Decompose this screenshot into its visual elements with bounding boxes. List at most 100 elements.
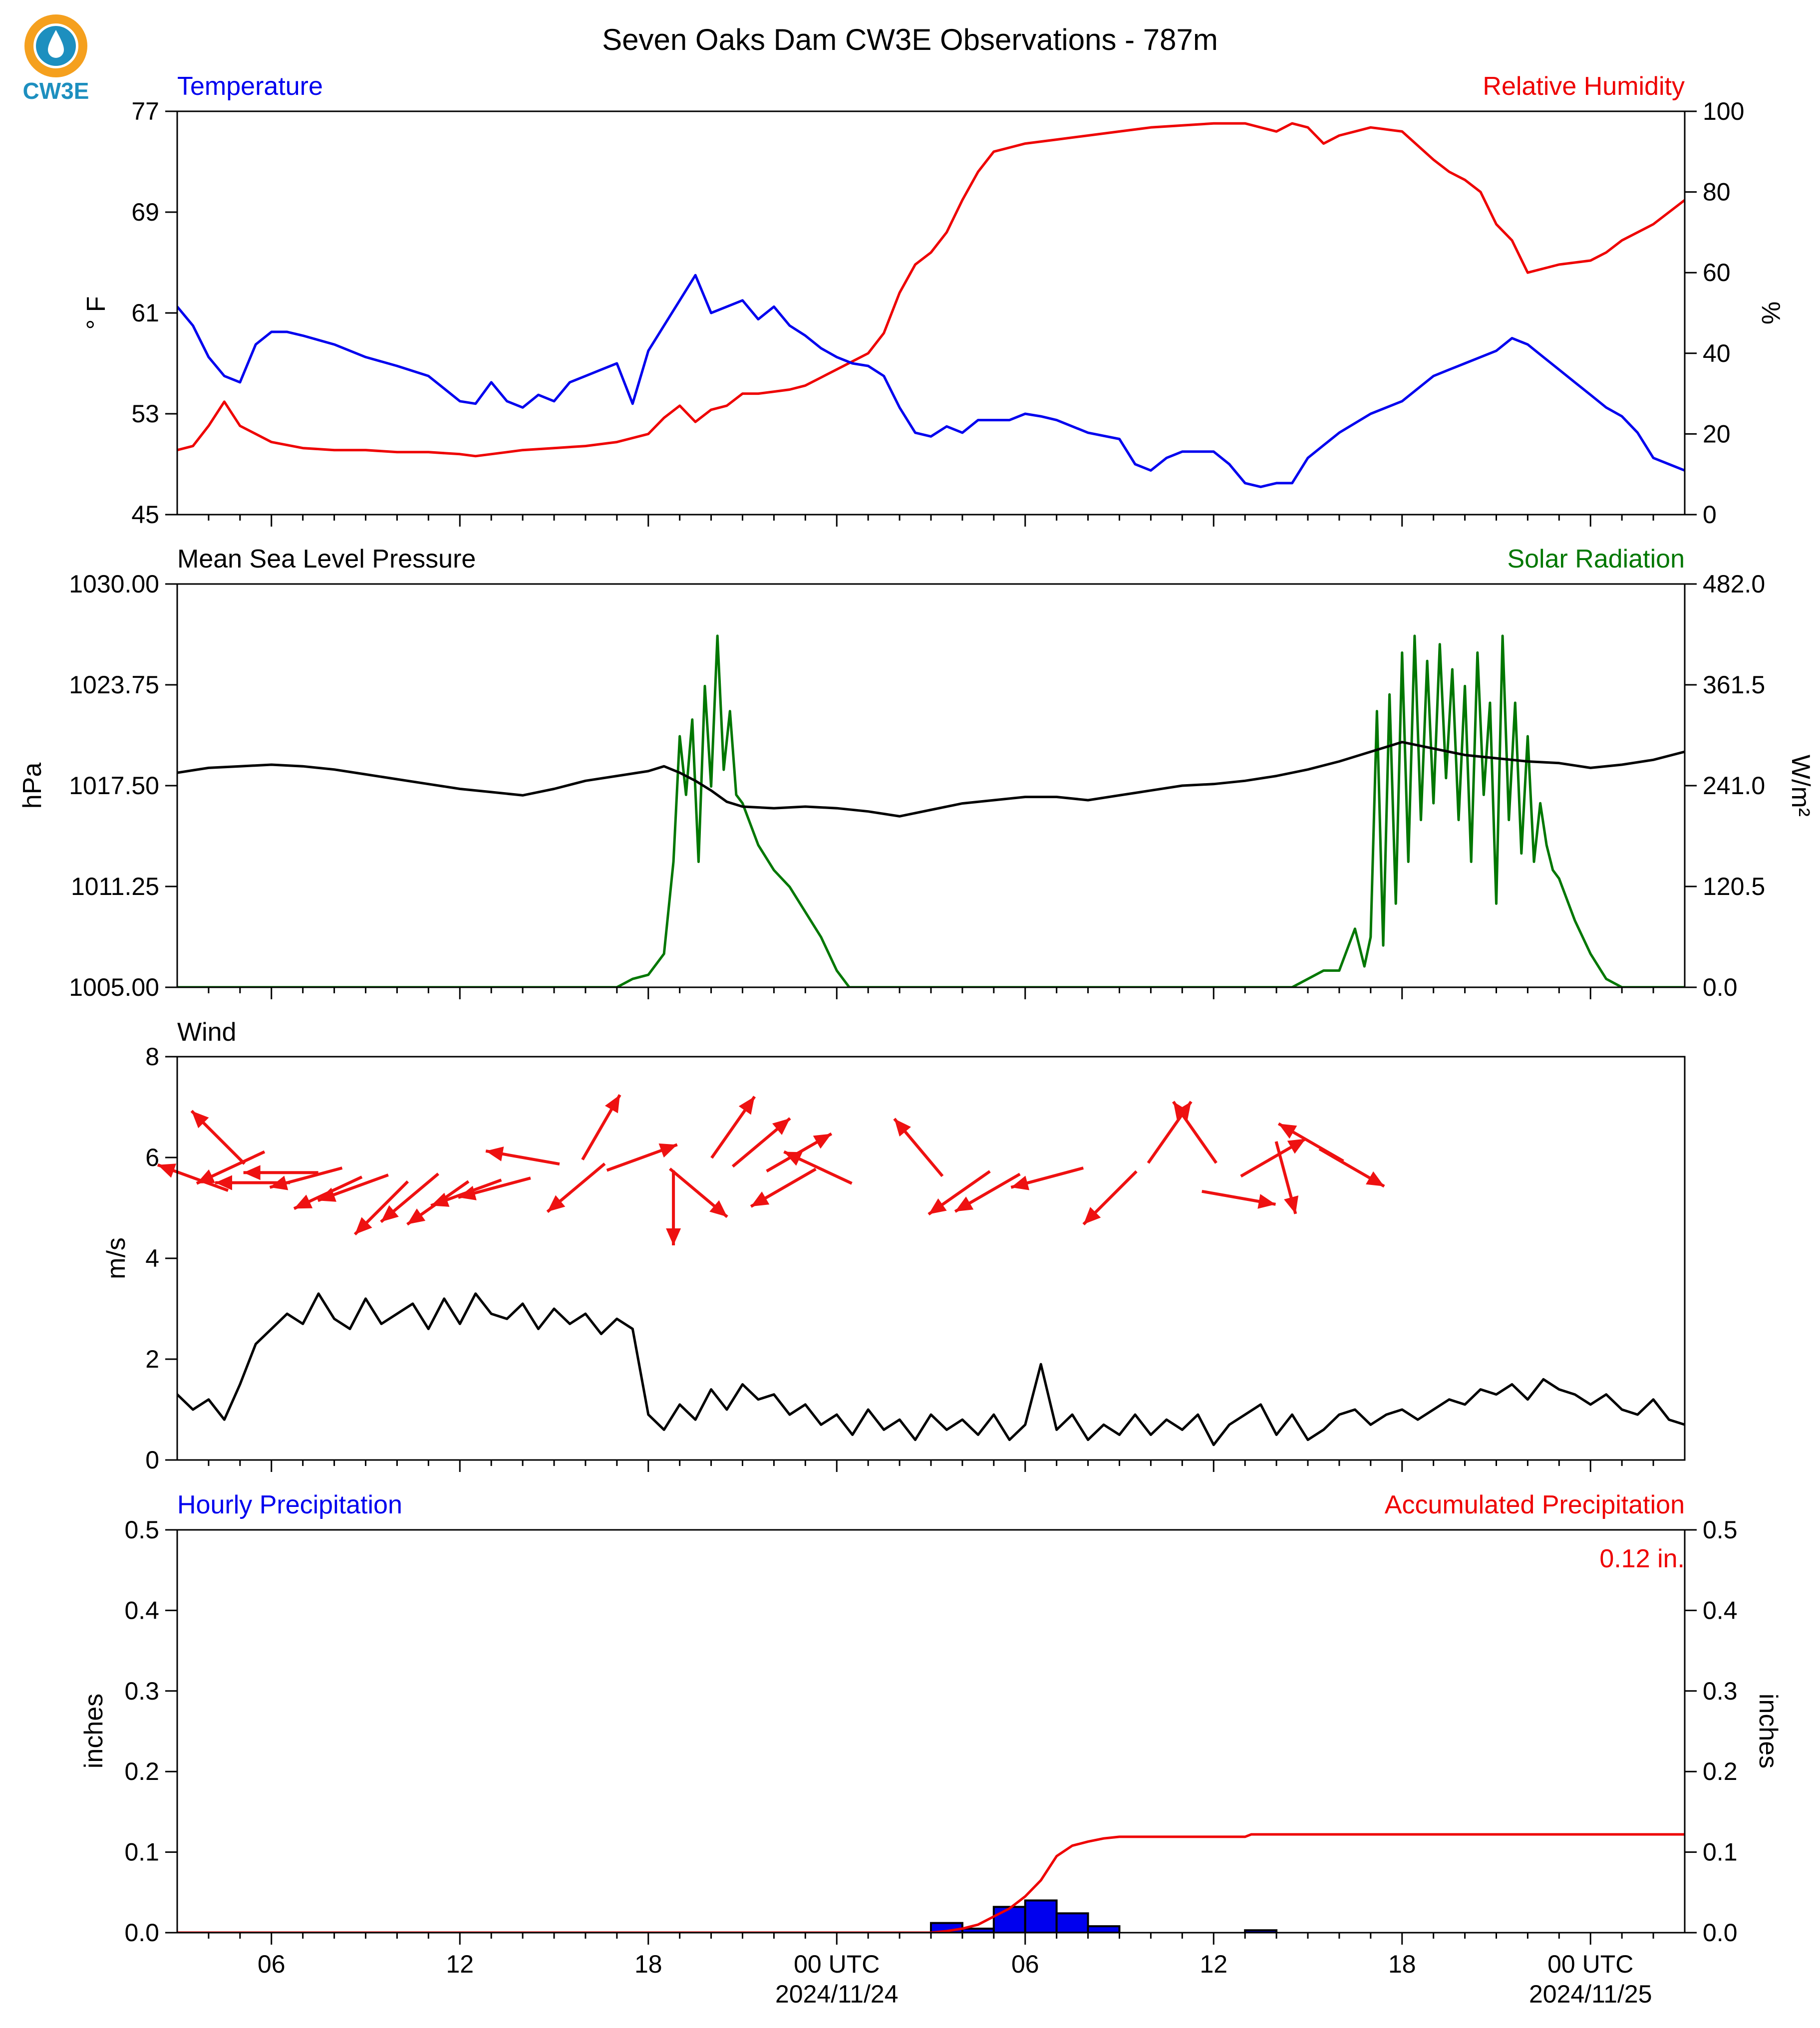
- wind-arrow: [190, 1110, 246, 1165]
- y-tick-label: 0.3: [124, 1677, 159, 1705]
- wind-arrow: [581, 1094, 621, 1160]
- precip-bar: [1087, 1925, 1121, 1933]
- wind-arrow: [1172, 1101, 1217, 1164]
- x-date-label: 2024/11/25: [1529, 1980, 1652, 2008]
- y-tick-label: 6: [145, 1144, 159, 1171]
- y2-tick-label: 20: [1703, 420, 1731, 448]
- y-tick-label: 1030.00: [69, 570, 159, 598]
- hourly-precip-axis: 0.0 0.1 0.2 0.3 0.4 0.5: [124, 1516, 177, 1947]
- precip-frame: [176, 1529, 1686, 1934]
- wind-direction-arrows: [157, 1094, 1385, 1245]
- panel-pressure-solar: Mean Sea Level Pressure Solar Radiation …: [18, 545, 1815, 1001]
- wind-arrow: [1318, 1148, 1385, 1188]
- wind-arrow: [927, 1170, 991, 1216]
- wind-arrow: [1274, 1141, 1299, 1214]
- precip-bar: [1024, 1899, 1058, 1933]
- wind-axis: 0 2 4 6 8: [145, 1043, 177, 1474]
- temperature-line: [177, 274, 1685, 488]
- wind-title: Wind: [177, 1018, 236, 1047]
- accum-precip-unit: inches: [1754, 1694, 1783, 1768]
- x-tick-label: 06: [1011, 1950, 1039, 1978]
- y2-tick-label: 120.5: [1703, 872, 1765, 900]
- pressure-unit: hPa: [18, 763, 47, 809]
- wind-frame: [176, 1056, 1686, 1461]
- humidity-unit: %: [1756, 301, 1785, 324]
- precip-xticks: [208, 1933, 1654, 1945]
- wind-arrow: [783, 1150, 853, 1185]
- y-tick-label: 0.5: [124, 1516, 159, 1544]
- wind-arrow: [317, 1173, 389, 1202]
- y-tick-label: 77: [131, 97, 159, 125]
- y2-tick-label: 241.0: [1703, 772, 1765, 800]
- accum-precip-line: [177, 1833, 1685, 1933]
- wind-arrow: [353, 1180, 409, 1236]
- y2-tick-label: 40: [1703, 339, 1731, 367]
- temp-rh-series: [177, 122, 1685, 488]
- temperature-axis: 45 53 61 69 77: [131, 97, 177, 529]
- y2-tick-label: 0.2: [1703, 1757, 1738, 1785]
- y-tick-label: 0.4: [124, 1596, 159, 1624]
- wind-arrow: [157, 1163, 229, 1192]
- y-tick-label: 0: [145, 1446, 159, 1474]
- precip-total-label: 0.12 in.: [1599, 1544, 1685, 1573]
- panel-precipitation: Hourly Precipitation Accumulated Precipi…: [79, 1490, 1783, 2008]
- wind-arrow: [1202, 1189, 1276, 1209]
- humidity-title: Relative Humidity: [1483, 72, 1685, 101]
- precip-series: [177, 1833, 1685, 1933]
- pressure-solar-series: [177, 634, 1685, 987]
- x-tick-label: 00 UTC: [1547, 1950, 1633, 1978]
- y2-tick-label: 60: [1703, 259, 1731, 287]
- x-date-label: 2024/11/24: [775, 1980, 899, 2008]
- x-tick-label: 06: [258, 1950, 286, 1978]
- y2-tick-label: 482.0: [1703, 570, 1765, 598]
- wind-arrow: [893, 1118, 944, 1177]
- y2-tick-label: 80: [1703, 178, 1731, 206]
- y-tick-label: 2: [145, 1345, 159, 1373]
- y-tick-label: 1011.25: [71, 872, 159, 900]
- pressure-line: [177, 741, 1685, 818]
- wind-arrow: [1240, 1137, 1307, 1178]
- panel-temperature-humidity: Temperature Relative Humidity 45 53 61 69 77…: [82, 72, 1785, 529]
- cw3e-logo: CW3E: [23, 14, 89, 104]
- temp-rh-frame: [176, 110, 1686, 516]
- temp-rh-xticks: [208, 515, 1654, 527]
- y2-tick-label: 0.0: [1703, 1919, 1738, 1947]
- wind-arrow: [666, 1170, 681, 1245]
- y-tick-label: 0.2: [124, 1757, 159, 1785]
- figure-title: Seven Oaks Dam CW3E Observations - 787m: [602, 23, 1218, 56]
- wind-arrow: [485, 1147, 560, 1165]
- panel-wind: Wind 0 2 4 6 8 m/s: [102, 1018, 1686, 1474]
- wind-arrow: [269, 1166, 343, 1190]
- solar-title: Solar Radiation: [1507, 545, 1685, 574]
- x-tick-label: 18: [1388, 1950, 1416, 1978]
- x-tick-label: 00 UTC: [794, 1950, 880, 1978]
- precip-bar: [992, 1906, 1026, 1933]
- wind-arrow: [710, 1096, 756, 1159]
- x-tick-label: 12: [446, 1950, 474, 1978]
- x-tick-label: 18: [634, 1950, 662, 1978]
- temperature-unit: ° F: [82, 296, 111, 329]
- logo-drop-icon: [48, 30, 64, 58]
- hourly-precip-title: Hourly Precipitation: [177, 1490, 402, 1519]
- logo-text: CW3E: [23, 78, 89, 104]
- wind-arrow: [606, 1143, 678, 1172]
- wind-arrow: [458, 1176, 531, 1200]
- y-tick-label: 8: [145, 1043, 159, 1071]
- wind-xticks: [208, 1460, 1654, 1472]
- y-tick-label: 69: [131, 198, 159, 226]
- wind-arrow: [243, 1165, 318, 1180]
- temperature-title: Temperature: [177, 72, 323, 101]
- y-tick-label: 4: [145, 1244, 159, 1272]
- wind-arrow: [954, 1172, 1021, 1213]
- y2-tick-label: 0.5: [1703, 1516, 1738, 1544]
- humidity-line: [177, 122, 1685, 458]
- y2-tick-label: 0.3: [1703, 1677, 1738, 1705]
- y-tick-label: 1017.50: [69, 772, 159, 800]
- pressure-title: Mean Sea Level Pressure: [177, 545, 476, 574]
- solar-unit: W/m²: [1786, 755, 1815, 817]
- x-tick-label: 12: [1200, 1950, 1227, 1978]
- y-tick-label: 45: [131, 501, 159, 529]
- y2-tick-label: 0.0: [1703, 973, 1738, 1001]
